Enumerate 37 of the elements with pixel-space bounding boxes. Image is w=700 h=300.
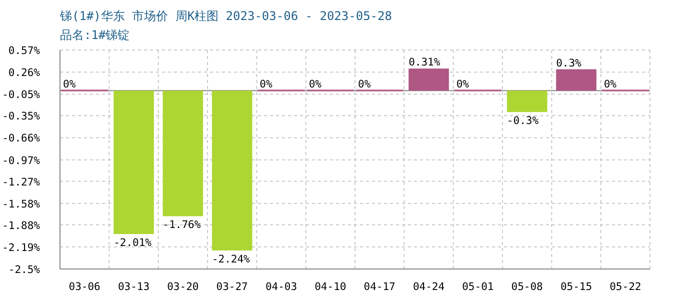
x-tick-label: 04-03 bbox=[265, 281, 298, 293]
x-tick-label: 03-06 bbox=[68, 281, 100, 293]
x-tick-label: 04-10 bbox=[314, 281, 346, 293]
data-label: 0% bbox=[358, 78, 372, 91]
y-tick-label: -0.97% bbox=[2, 154, 41, 167]
data-label: 0.31% bbox=[408, 56, 441, 69]
y-tick-label: -1.58% bbox=[2, 198, 41, 210]
data-label: -0.3% bbox=[506, 115, 540, 128]
chart-title: 锑(1#)华东 市场价 周K柱图 2023-03-06 - 2023-05-28 bbox=[59, 9, 392, 23]
data-label: 0.3% bbox=[556, 57, 582, 70]
x-tick-label: 03-20 bbox=[167, 281, 199, 293]
y-tick-label: -1.88% bbox=[2, 220, 41, 232]
y-tick-label: -0.05% bbox=[2, 89, 41, 102]
x-tick-label: 03-27 bbox=[216, 281, 248, 293]
y-tick-label: -0.35% bbox=[2, 110, 41, 123]
x-tick-label: 04-24 bbox=[412, 281, 445, 293]
chart-subtitle: 品名:1#锑锭 bbox=[60, 28, 130, 42]
data-label: 0% bbox=[63, 78, 76, 91]
y-tick-label: -2.5% bbox=[8, 264, 41, 276]
data-label: -2.24% bbox=[212, 253, 251, 266]
data-label: 0% bbox=[456, 78, 470, 91]
y-tick-label: 0.57% bbox=[8, 45, 41, 57]
y-tick-label: -1.27% bbox=[2, 176, 41, 188]
y-tick-label: -2.19% bbox=[2, 242, 41, 254]
y-tick-label: 0.26% bbox=[8, 67, 41, 80]
y-tick-label: -0.66% bbox=[2, 132, 41, 145]
data-label: -2.01% bbox=[114, 237, 152, 250]
x-tick-label: 04-17 bbox=[364, 281, 396, 293]
x-tick-label: 05-15 bbox=[560, 281, 592, 293]
data-label: 0% bbox=[604, 78, 618, 91]
data-label: -1.76% bbox=[162, 219, 202, 232]
x-tick-label: 03-13 bbox=[118, 281, 150, 293]
data-label: 0% bbox=[308, 78, 322, 91]
x-tick-label: 05-08 bbox=[511, 281, 543, 293]
x-tick-label: 05-22 bbox=[610, 281, 642, 293]
data-label: 0% bbox=[260, 78, 273, 91]
x-tick-label: 05-01 bbox=[462, 281, 494, 293]
